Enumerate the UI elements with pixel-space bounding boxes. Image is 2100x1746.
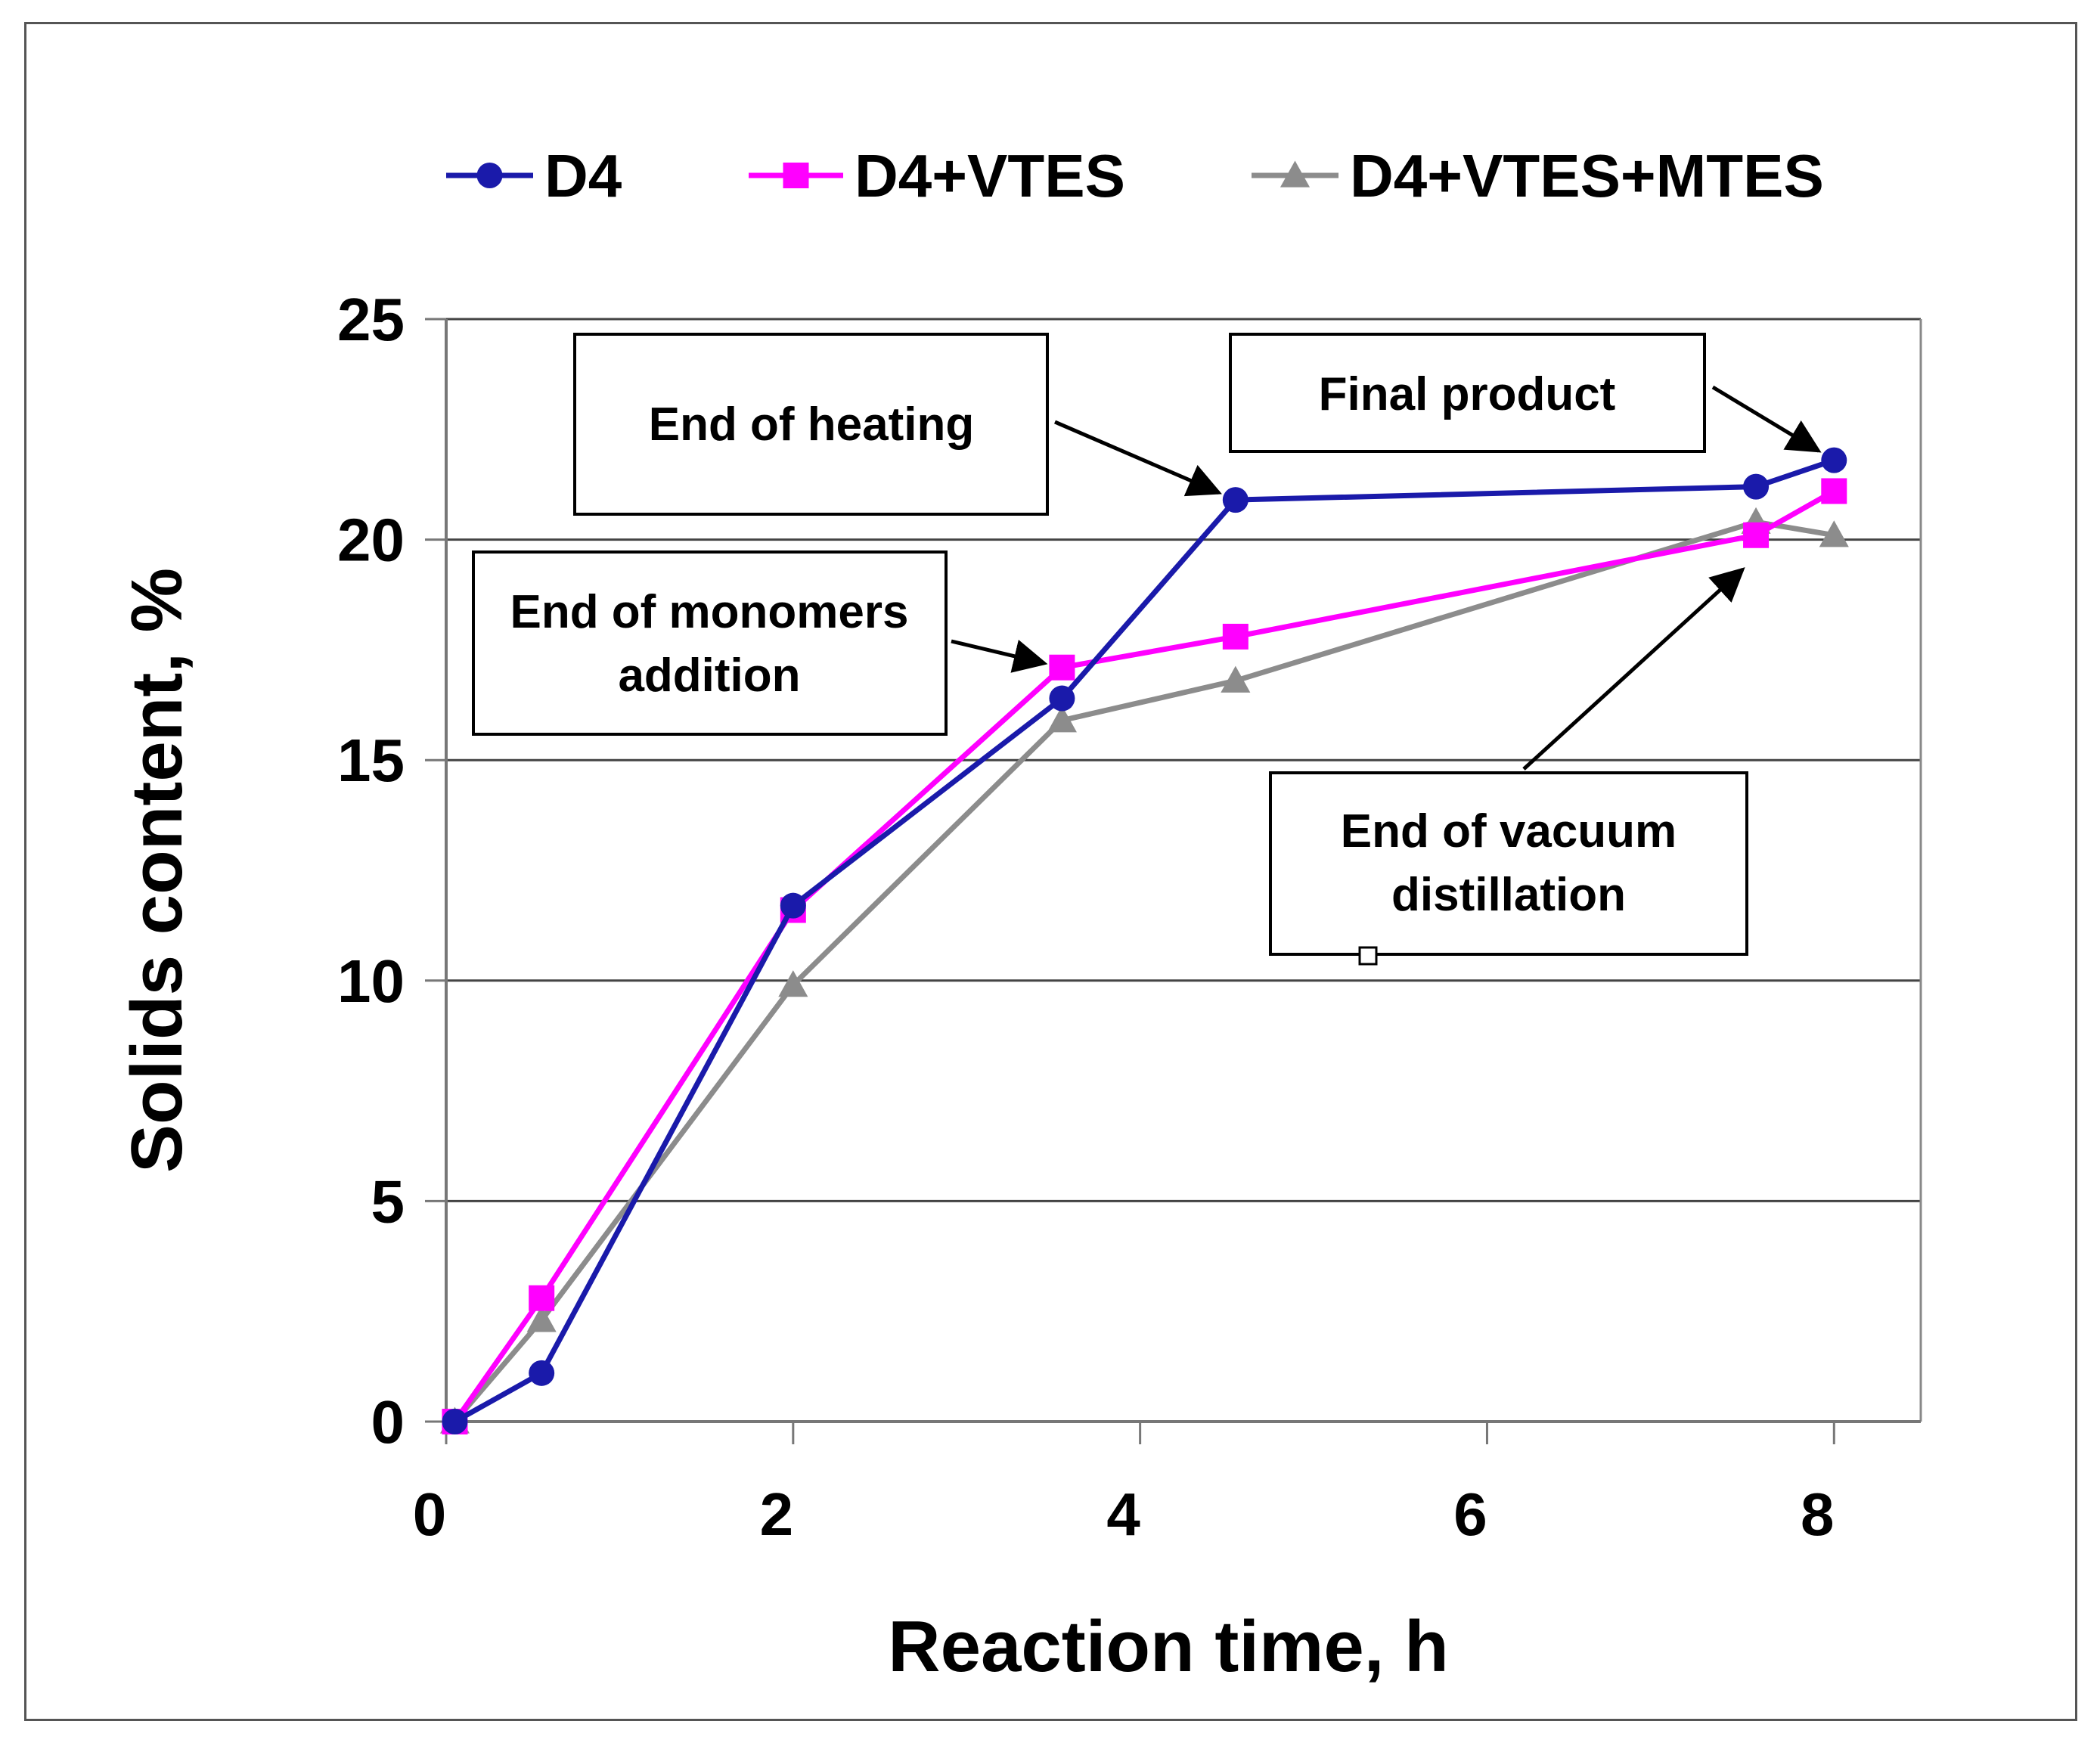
annotation-text: addition bbox=[618, 650, 800, 702]
annotation-arrow bbox=[1522, 567, 1745, 771]
annotation-callout: Final product bbox=[1229, 333, 1822, 453]
data-point-d4 bbox=[1743, 473, 1770, 500]
annotation-callout: End of vacuum distillation bbox=[1269, 567, 1748, 956]
data-point-d4-vtes-mtes bbox=[1819, 520, 1849, 547]
y-tick-label: 20 bbox=[337, 507, 405, 574]
data-point-d4 bbox=[1049, 685, 1075, 712]
data-point-d4-vtes-mtes bbox=[526, 1305, 557, 1332]
annotation-text: End of vacuum bbox=[1341, 805, 1677, 857]
x-tick-label: 8 bbox=[1801, 1481, 1835, 1548]
data-point-d4-vtes-mtes bbox=[778, 970, 808, 997]
annotation-text: distillation bbox=[1391, 869, 1626, 921]
annotation-arrow bbox=[1054, 420, 1222, 497]
annotation-box bbox=[472, 550, 948, 736]
y-tick-label: 25 bbox=[337, 286, 405, 353]
legend-item-d4-vtes-mtes: D4+VTES+MTES bbox=[1252, 142, 1824, 209]
y-tick-label: 10 bbox=[337, 947, 405, 1015]
legend-swatch-marker bbox=[783, 163, 809, 188]
legend-label: D4 bbox=[544, 142, 622, 209]
y-axis-title: Solids content, % bbox=[116, 568, 197, 1173]
series-d4 bbox=[442, 447, 1847, 1434]
data-point-d4-vtes bbox=[1222, 623, 1249, 650]
data-point-d4-vtes bbox=[1049, 654, 1075, 681]
y-tick-label: 0 bbox=[371, 1388, 405, 1456]
x-tick-label: 0 bbox=[413, 1481, 447, 1548]
x-tick-label: 4 bbox=[1106, 1481, 1140, 1548]
y-tick-label: 5 bbox=[371, 1168, 405, 1235]
data-point-d4-vtes-mtes bbox=[1047, 706, 1077, 733]
legend-swatch-marker bbox=[476, 163, 503, 188]
data-point-d4-vtes bbox=[1743, 522, 1770, 548]
data-point-d4-vtes bbox=[1821, 478, 1847, 504]
annotation-callout: End of monomers addition bbox=[472, 550, 1048, 736]
annotation-box bbox=[1229, 333, 1706, 453]
annotation-arrow bbox=[951, 639, 1048, 673]
x-axis-title: Reaction time, h bbox=[888, 1606, 1448, 1687]
resize-handle[interactable] bbox=[1358, 946, 1378, 966]
legend-swatch-marker bbox=[1280, 160, 1311, 188]
annotation-callout: End of heating bbox=[573, 333, 1222, 516]
data-point-d4 bbox=[780, 892, 806, 919]
annotation-box bbox=[573, 333, 1049, 516]
data-point-d4-vtes bbox=[529, 1285, 555, 1311]
annotation-text: Final product bbox=[1319, 368, 1616, 420]
legend-label: D4+VTES+MTES bbox=[1350, 142, 1824, 209]
annotation-text: End of monomers bbox=[510, 586, 908, 638]
legend-label: D4+VTES bbox=[855, 142, 1125, 209]
data-point-d4 bbox=[442, 1409, 468, 1434]
y-tick-label: 15 bbox=[337, 727, 405, 794]
legend-item-d4-vtes: D4+VTES bbox=[749, 142, 1125, 209]
annotation-box bbox=[1269, 771, 1748, 956]
annotation-arrow bbox=[1711, 385, 1822, 453]
x-tick-label: 2 bbox=[760, 1481, 794, 1548]
data-point-d4 bbox=[529, 1360, 555, 1386]
annotation-text: End of heating bbox=[649, 399, 975, 451]
data-point-d4-vtes-mtes bbox=[1221, 665, 1251, 693]
x-tick-label: 6 bbox=[1453, 1481, 1487, 1548]
legend-item-d4: D4 bbox=[446, 142, 622, 209]
data-point-d4 bbox=[1821, 447, 1847, 473]
data-point-d4 bbox=[1222, 487, 1249, 513]
